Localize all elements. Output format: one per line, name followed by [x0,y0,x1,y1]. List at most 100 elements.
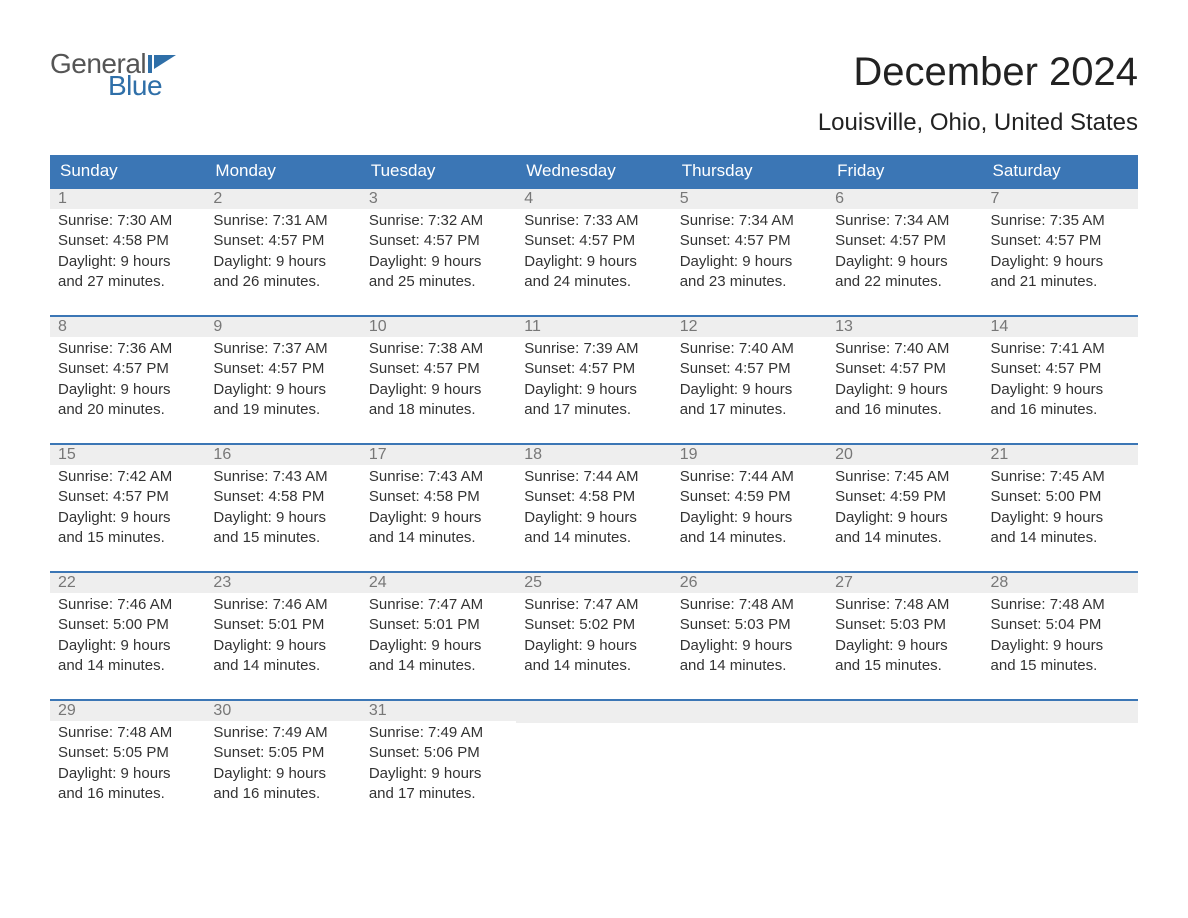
daylight-text: and 15 minutes. [58,528,197,548]
daylight-text: and 15 minutes. [213,528,352,548]
sunrise-text: Sunrise: 7:34 AM [680,211,819,231]
day-body: Sunrise: 7:48 AMSunset: 5:05 PMDaylight:… [50,721,205,810]
weekday-header-row: Sunday Monday Tuesday Wednesday Thursday… [50,155,1138,187]
calendar: Sunday Monday Tuesday Wednesday Thursday… [50,155,1138,827]
daylight-text: and 15 minutes. [991,656,1130,676]
sunset-text: Sunset: 4:59 PM [680,487,819,507]
day-cell: 9Sunrise: 7:37 AMSunset: 4:57 PMDaylight… [205,317,360,443]
day-number [827,701,982,723]
daylight-text: and 14 minutes. [369,656,508,676]
day-number: 10 [361,317,516,337]
day-body: Sunrise: 7:49 AMSunset: 5:06 PMDaylight:… [361,721,516,810]
sunset-text: Sunset: 4:57 PM [369,231,508,251]
sunset-text: Sunset: 4:57 PM [524,359,663,379]
day-cell: 5Sunrise: 7:34 AMSunset: 4:57 PMDaylight… [672,189,827,315]
daylight-text: Daylight: 9 hours [213,636,352,656]
day-number [516,701,671,723]
sunset-text: Sunset: 4:58 PM [369,487,508,507]
daylight-text: Daylight: 9 hours [369,764,508,784]
day-cell: 26Sunrise: 7:48 AMSunset: 5:03 PMDayligh… [672,573,827,699]
daylight-text: Daylight: 9 hours [991,636,1130,656]
sunrise-text: Sunrise: 7:36 AM [58,339,197,359]
sunrise-text: Sunrise: 7:45 AM [835,467,974,487]
day-number: 4 [516,189,671,209]
daylight-text: and 16 minutes. [835,400,974,420]
daylight-text: Daylight: 9 hours [369,636,508,656]
day-body: Sunrise: 7:43 AMSunset: 4:58 PMDaylight:… [205,465,360,554]
daylight-text: and 14 minutes. [369,528,508,548]
daylight-text: and 14 minutes. [680,528,819,548]
sunrise-text: Sunrise: 7:32 AM [369,211,508,231]
sunrise-text: Sunrise: 7:48 AM [835,595,974,615]
sunset-text: Sunset: 4:57 PM [680,359,819,379]
daylight-text: Daylight: 9 hours [835,380,974,400]
sunrise-text: Sunrise: 7:31 AM [213,211,352,231]
day-number: 30 [205,701,360,721]
sunset-text: Sunset: 4:57 PM [213,231,352,251]
day-cell [827,701,982,827]
day-cell: 24Sunrise: 7:47 AMSunset: 5:01 PMDayligh… [361,573,516,699]
daylight-text: Daylight: 9 hours [58,252,197,272]
day-number: 22 [50,573,205,593]
day-body: Sunrise: 7:46 AMSunset: 5:00 PMDaylight:… [50,593,205,682]
sunrise-text: Sunrise: 7:47 AM [524,595,663,615]
sunrise-text: Sunrise: 7:40 AM [680,339,819,359]
day-body: Sunrise: 7:32 AMSunset: 4:57 PMDaylight:… [361,209,516,298]
daylight-text: and 16 minutes. [213,784,352,804]
day-body: Sunrise: 7:33 AMSunset: 4:57 PMDaylight:… [516,209,671,298]
day-body: Sunrise: 7:46 AMSunset: 5:01 PMDaylight:… [205,593,360,682]
calendar-week: 29Sunrise: 7:48 AMSunset: 5:05 PMDayligh… [50,699,1138,827]
daylight-text: Daylight: 9 hours [524,380,663,400]
sunset-text: Sunset: 4:58 PM [58,231,197,251]
location-text: Louisville, Ohio, United States [818,109,1138,137]
day-body: Sunrise: 7:36 AMSunset: 4:57 PMDaylight:… [50,337,205,426]
sunrise-text: Sunrise: 7:46 AM [213,595,352,615]
daylight-text: and 18 minutes. [369,400,508,420]
daylight-text: Daylight: 9 hours [58,380,197,400]
daylight-text: Daylight: 9 hours [369,380,508,400]
sunset-text: Sunset: 5:03 PM [680,615,819,635]
day-body: Sunrise: 7:45 AMSunset: 4:59 PMDaylight:… [827,465,982,554]
daylight-text: Daylight: 9 hours [680,636,819,656]
day-number: 25 [516,573,671,593]
daylight-text: Daylight: 9 hours [524,508,663,528]
day-body: Sunrise: 7:41 AMSunset: 4:57 PMDaylight:… [983,337,1138,426]
daylight-text: Daylight: 9 hours [524,252,663,272]
day-cell: 17Sunrise: 7:43 AMSunset: 4:58 PMDayligh… [361,445,516,571]
day-cell: 31Sunrise: 7:49 AMSunset: 5:06 PMDayligh… [361,701,516,827]
daylight-text: Daylight: 9 hours [991,508,1130,528]
sunset-text: Sunset: 4:57 PM [991,231,1130,251]
weekday-header: Monday [205,155,360,187]
day-body: Sunrise: 7:30 AMSunset: 4:58 PMDaylight:… [50,209,205,298]
day-number: 18 [516,445,671,465]
daylight-text: Daylight: 9 hours [369,252,508,272]
day-number: 9 [205,317,360,337]
day-cell: 4Sunrise: 7:33 AMSunset: 4:57 PMDaylight… [516,189,671,315]
day-number: 31 [361,701,516,721]
daylight-text: Daylight: 9 hours [58,764,197,784]
daylight-text: Daylight: 9 hours [991,252,1130,272]
sunrise-text: Sunrise: 7:35 AM [991,211,1130,231]
day-number: 27 [827,573,982,593]
sunset-text: Sunset: 4:57 PM [369,359,508,379]
daylight-text: Daylight: 9 hours [213,764,352,784]
daylight-text: and 14 minutes. [835,528,974,548]
day-cell: 29Sunrise: 7:48 AMSunset: 5:05 PMDayligh… [50,701,205,827]
sunset-text: Sunset: 4:57 PM [680,231,819,251]
weekday-header: Sunday [50,155,205,187]
day-number: 15 [50,445,205,465]
day-body: Sunrise: 7:49 AMSunset: 5:05 PMDaylight:… [205,721,360,810]
day-body: Sunrise: 7:44 AMSunset: 4:59 PMDaylight:… [672,465,827,554]
day-cell: 19Sunrise: 7:44 AMSunset: 4:59 PMDayligh… [672,445,827,571]
day-number: 3 [361,189,516,209]
daylight-text: Daylight: 9 hours [58,508,197,528]
sunset-text: Sunset: 5:00 PM [58,615,197,635]
daylight-text: and 14 minutes. [524,528,663,548]
day-number: 17 [361,445,516,465]
sunset-text: Sunset: 4:57 PM [991,359,1130,379]
day-cell: 21Sunrise: 7:45 AMSunset: 5:00 PMDayligh… [983,445,1138,571]
daylight-text: Daylight: 9 hours [213,252,352,272]
day-body: Sunrise: 7:31 AMSunset: 4:57 PMDaylight:… [205,209,360,298]
sunrise-text: Sunrise: 7:48 AM [58,723,197,743]
weeks-container: 1Sunrise: 7:30 AMSunset: 4:58 PMDaylight… [50,187,1138,827]
